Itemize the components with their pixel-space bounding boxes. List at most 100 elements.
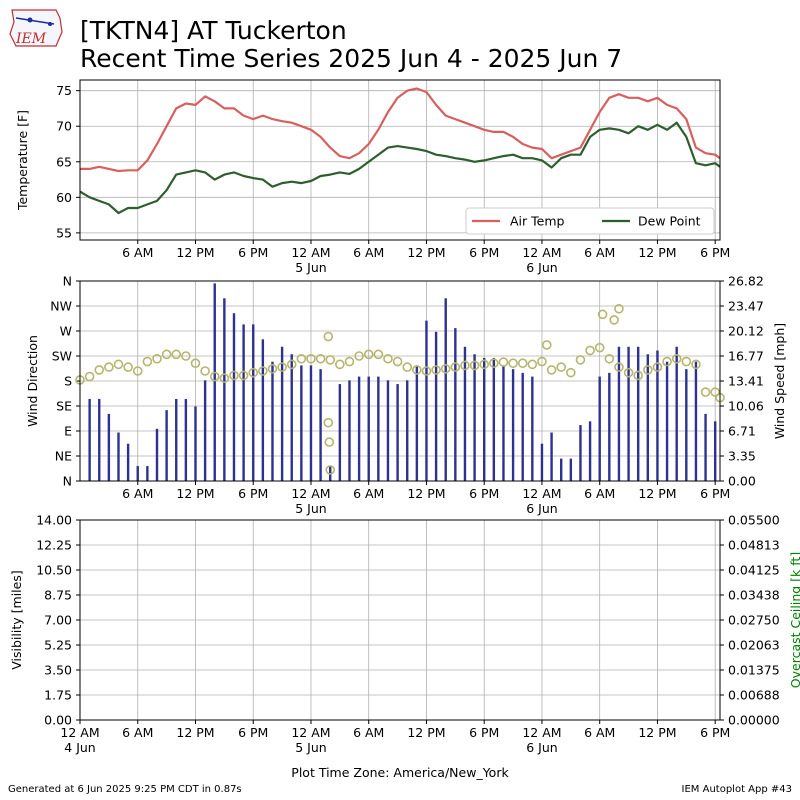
wind-speed-bar xyxy=(588,421,592,481)
ceiling-tick-label: 0.04813 xyxy=(728,538,780,553)
wind-dir-point xyxy=(508,358,518,369)
wind-dir-point xyxy=(431,365,441,375)
legend-label-air-temp: Air Temp xyxy=(510,214,565,229)
x-tick-label: 6 PM xyxy=(469,486,499,501)
wind-dir-point xyxy=(643,365,653,375)
wind-dir-point xyxy=(209,371,220,382)
wind-dir-point xyxy=(324,437,335,447)
wind-speed-bar xyxy=(271,361,274,481)
x-tick-label: 12 PM xyxy=(407,725,445,740)
ceiling-tick-label: 0.00688 xyxy=(728,688,780,703)
dew-point-line xyxy=(79,121,721,215)
wind-speed-bar xyxy=(223,298,226,481)
wind-dir-point xyxy=(566,367,576,378)
wind-speed-bar xyxy=(598,376,601,481)
wind-speed-bar xyxy=(473,354,476,481)
x-tick-label: 6 PM xyxy=(238,486,268,501)
wind-dir-point xyxy=(652,362,663,372)
x-tick-label: 12 PM xyxy=(176,725,214,740)
ceiling-tick-label: 0.02750 xyxy=(728,613,780,628)
wind-speed-tick-label: 13.41 xyxy=(728,374,764,389)
wind-dir-point xyxy=(662,356,672,367)
x-tick-label: 12 AM xyxy=(291,245,330,260)
wind-dir-point xyxy=(450,362,461,372)
wind-dir-point xyxy=(671,353,682,364)
wind-speed-bar xyxy=(502,365,505,481)
x-date-label: 5 Jun xyxy=(295,740,326,755)
wind-speed-bar xyxy=(511,369,515,481)
footer-app: IEM Autoplot App #43 xyxy=(681,784,792,795)
visibility-tick-label: 0.00 xyxy=(44,713,72,728)
wind-dir-point xyxy=(296,353,307,364)
y-axis-label-right: Overcast Ceiling [k ft] xyxy=(788,552,800,688)
wind-dir-point xyxy=(469,360,480,371)
wind-speed-tick-label: 6.71 xyxy=(728,424,756,439)
visibility-tick-label: 10.50 xyxy=(36,563,72,578)
wind-dir-point xyxy=(200,366,210,376)
wind-dir-point xyxy=(94,365,105,375)
wind-speed-bar xyxy=(107,413,111,481)
wind-speed-bar xyxy=(675,346,678,481)
wind-speed-bar xyxy=(213,283,216,481)
x-axis-label: Plot Time Zone: America/New_York xyxy=(291,765,509,780)
wind-dir-point xyxy=(402,362,413,372)
wind-speed-bar xyxy=(98,398,101,481)
wind-speed-bar xyxy=(146,466,149,481)
wind-dir-point xyxy=(171,349,182,360)
ceiling-tick-label: 0.01375 xyxy=(728,663,780,678)
wind-dir-point xyxy=(323,417,334,428)
wind-speed-bar xyxy=(415,365,419,481)
wind-speed-bar xyxy=(175,398,178,481)
wind-speed-bar xyxy=(396,384,399,481)
x-tick-label: 12 PM xyxy=(638,725,676,740)
x-tick-label: 6 AM xyxy=(584,725,615,740)
wind-dir-point xyxy=(84,371,95,382)
ceiling-tick-label: 0.02063 xyxy=(728,638,780,653)
y-tick-label: 70 xyxy=(56,119,72,134)
ceiling-tick-label: 0.04125 xyxy=(728,563,780,578)
wind-dir-point xyxy=(604,353,615,364)
visibility-tick-label: 1.75 xyxy=(44,688,72,703)
x-tick-label: 6 PM xyxy=(700,486,730,501)
x-tick-label: 6 AM xyxy=(122,245,153,260)
wind-dir-tick-label: N xyxy=(63,274,72,289)
wind-speed-tick-label: 0.00 xyxy=(728,474,756,489)
logo-text: IEM xyxy=(15,31,47,47)
wind-dir-point xyxy=(633,370,643,381)
wind-dir-point xyxy=(363,349,374,360)
ceiling-tick-label: 0.05500 xyxy=(728,513,780,528)
wind-dir-point xyxy=(681,356,692,367)
wind-speed-bar xyxy=(232,313,236,481)
wind-speed-bar xyxy=(194,406,197,481)
chart-subtitle: Recent Time Series 2025 Jun 4 - 2025 Jun… xyxy=(80,44,623,73)
wind-dir-point xyxy=(229,370,239,381)
wind-speed-bar xyxy=(425,320,428,481)
wind-dir-point xyxy=(354,351,364,361)
x-tick-label: 6 AM xyxy=(353,725,384,740)
wind-dir-point xyxy=(277,362,287,372)
wind-dir-tick-label: SW xyxy=(52,349,72,364)
wind-dir-point xyxy=(344,356,355,367)
wind-dir-point xyxy=(498,357,509,367)
x-date-label: 5 Jun xyxy=(295,501,326,516)
wind-dir-point xyxy=(412,365,422,375)
wind-dir-point xyxy=(258,366,268,376)
wind-dir-point xyxy=(238,370,249,381)
wind-speed-bar xyxy=(444,298,447,481)
air-temp-line xyxy=(80,87,721,173)
wind-speed-tick-label: 16.77 xyxy=(728,349,764,364)
wind-speed-bar xyxy=(540,443,544,481)
x-tick-label: 12 PM xyxy=(638,245,676,260)
wind-speed-bar xyxy=(165,410,168,481)
wind-dir-point xyxy=(181,351,191,361)
wind-dir-point xyxy=(219,373,230,384)
wind-speed-bar xyxy=(155,428,159,481)
wind-dir-tick-label: NW xyxy=(50,299,72,314)
x-tick-label: 12 AM xyxy=(522,486,561,501)
wind-dir-point xyxy=(286,359,297,370)
wind-speed-tick-label: 26.82 xyxy=(728,274,764,289)
wind-dir-point xyxy=(546,365,557,375)
x-tick-label: 12 PM xyxy=(638,486,676,501)
x-tick-label: 12 AM xyxy=(522,725,561,740)
wind-dir-point xyxy=(323,331,334,342)
